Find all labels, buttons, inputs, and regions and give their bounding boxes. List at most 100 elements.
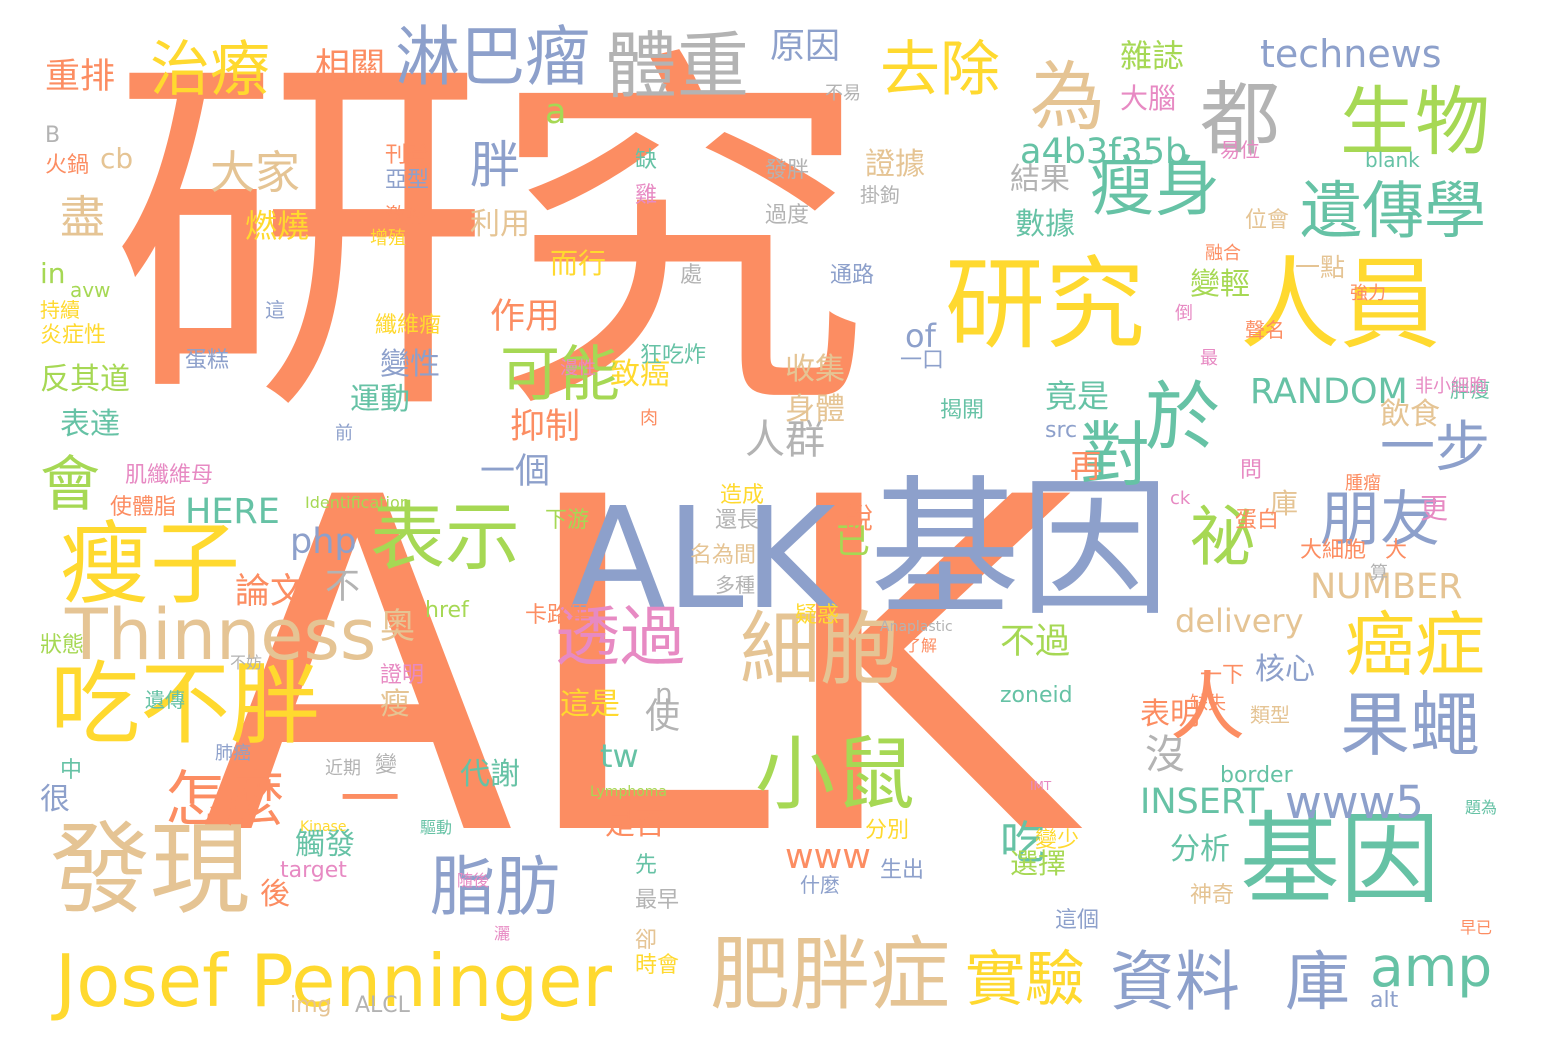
cloud-word: www [785,837,871,877]
cloud-word: 漫性 [560,358,596,379]
cloud-word: 纖維瘤 [375,313,442,338]
cloud-word: IMT [1030,779,1052,793]
cloud-word: 反其道 [40,362,130,397]
cloud-word: HERE [185,492,280,532]
cloud-word: 一 [340,765,400,835]
cloud-word: href [425,598,469,623]
cloud-word: 選擇 [1010,847,1067,880]
cloud-word: 發現 [50,811,250,928]
cloud-word: 狂吃炸 [640,343,707,368]
cloud-word: 亞型 [385,168,430,193]
cloud-word: delivery [1175,602,1304,640]
cloud-word: 大細胞 [1300,538,1367,563]
cloud-word: 細胞 [740,603,900,696]
cloud-word: 大家 [210,146,301,199]
cloud-word: 原因 [770,27,841,67]
cloud-word: 聲名 [1245,318,1285,342]
cloud-word: 治療 [150,35,270,105]
cloud-word: 缺失 [1190,693,1226,714]
cloud-word: Thinness [65,594,377,676]
cloud-word: 為 [1030,53,1106,141]
cloud-word: 雜誌 [1120,37,1185,75]
cloud-word: n [655,677,673,710]
cloud-word: Kinase [300,819,347,835]
cloud-word: 代謝 [460,757,520,792]
cloud-word: 造成 [720,483,765,508]
cloud-word: 什麼 [800,873,840,897]
cloud-word: 一口 [900,348,945,373]
cloud-word: www5 [1285,776,1425,829]
cloud-word: 遺傳 [145,688,185,712]
cloud-word: 已 [835,522,871,562]
cloud-word: 名為間 [690,543,757,568]
cloud-word: 都 [1200,73,1280,166]
cloud-word: 致癌 [610,357,670,392]
cloud-word: 祕 [1190,500,1256,575]
cloud-word: 一步 [1380,415,1491,479]
cloud-word: 基因 [1240,801,1440,918]
cloud-word: 不過 [1000,622,1071,662]
cloud-word: 變 [375,753,398,778]
cloud-word: 庫 [1270,487,1299,520]
cloud-word: 刊登 [385,143,430,168]
cloud-word: 重排 [45,57,116,97]
cloud-word: 生出 [880,858,925,883]
cloud-word: 可能 [500,340,620,410]
cloud-word: 這個 [1055,908,1100,933]
cloud-word: 持續 [40,298,80,322]
cloud-word: 再 [1070,447,1103,485]
cloud-word: 表達 [60,407,120,442]
cloud-word: 飲食 [1380,397,1440,432]
cloud-word: 一個 [480,452,551,492]
cloud-word: 脂肪 [430,850,561,925]
cloud-word: 融合 [1205,243,1241,264]
cloud-word: 吃不胖 [50,652,320,757]
cloud-word: amp [1370,935,1493,999]
cloud-word: ALK [200,402,1073,937]
cloud-word: php [290,522,357,562]
cloud-word: 奧 [380,607,416,647]
cloud-word: 多種 [715,573,755,597]
cloud-word: 沒 [1145,732,1185,778]
cloud-word: avw [70,278,111,302]
cloud-word: 瘦 [380,687,410,722]
cloud-word: 小鼠 [755,728,915,821]
cloud-word: 對 [1080,414,1150,496]
cloud-word: 過度 [765,203,810,228]
cloud-word: 最早 [635,888,680,913]
cloud-word: 癌症 [1345,604,1485,686]
cloud-word: 位會 [1245,208,1290,233]
cloud-word: 蛋白 [1235,508,1280,533]
cloud-word: 生物 [1340,78,1491,166]
cloud-word: img [290,993,332,1018]
cloud-word: 前 [335,423,353,444]
cloud-word: target [280,858,347,883]
cloud-word: ALK [570,478,836,641]
cloud-word: 不易 [825,83,861,104]
cloud-word: 變少 [1035,828,1080,853]
cloud-word: 掛鉤 [860,183,900,207]
cloud-word: 先 [635,853,658,878]
cloud-word: zoneid [1000,683,1073,708]
cloud-word: 處 [680,263,703,288]
cloud-word: 分析 [1170,832,1230,867]
cloud-word: 一點 [1295,253,1346,282]
cloud-word: 透過 [555,600,686,675]
cloud-word: 實驗 [965,945,1085,1015]
cloud-word: 遺傳學 [1300,174,1487,247]
cloud-word: 灑 [494,924,511,943]
cloud-word: 通路 [830,263,875,288]
cloud-word: 驅動 [420,818,453,837]
cloud-word: alt [1370,988,1399,1013]
cloud-word: 分別 [865,818,910,843]
cloud-word: 體重 [605,24,750,108]
cloud-word: 算 [1370,563,1388,584]
cloud-word: 燃燒 [245,207,310,245]
cloud-word: 基因 [870,463,1171,637]
cloud-word: 發胖 [765,158,810,183]
cloud-word: 瘦身 [1090,150,1221,225]
cloud-word: 收集 [785,352,845,387]
cloud-word: 問 [1240,458,1263,483]
cloud-word: 肥胖症 [710,928,950,1021]
cloud-word: 人 [1170,663,1246,751]
